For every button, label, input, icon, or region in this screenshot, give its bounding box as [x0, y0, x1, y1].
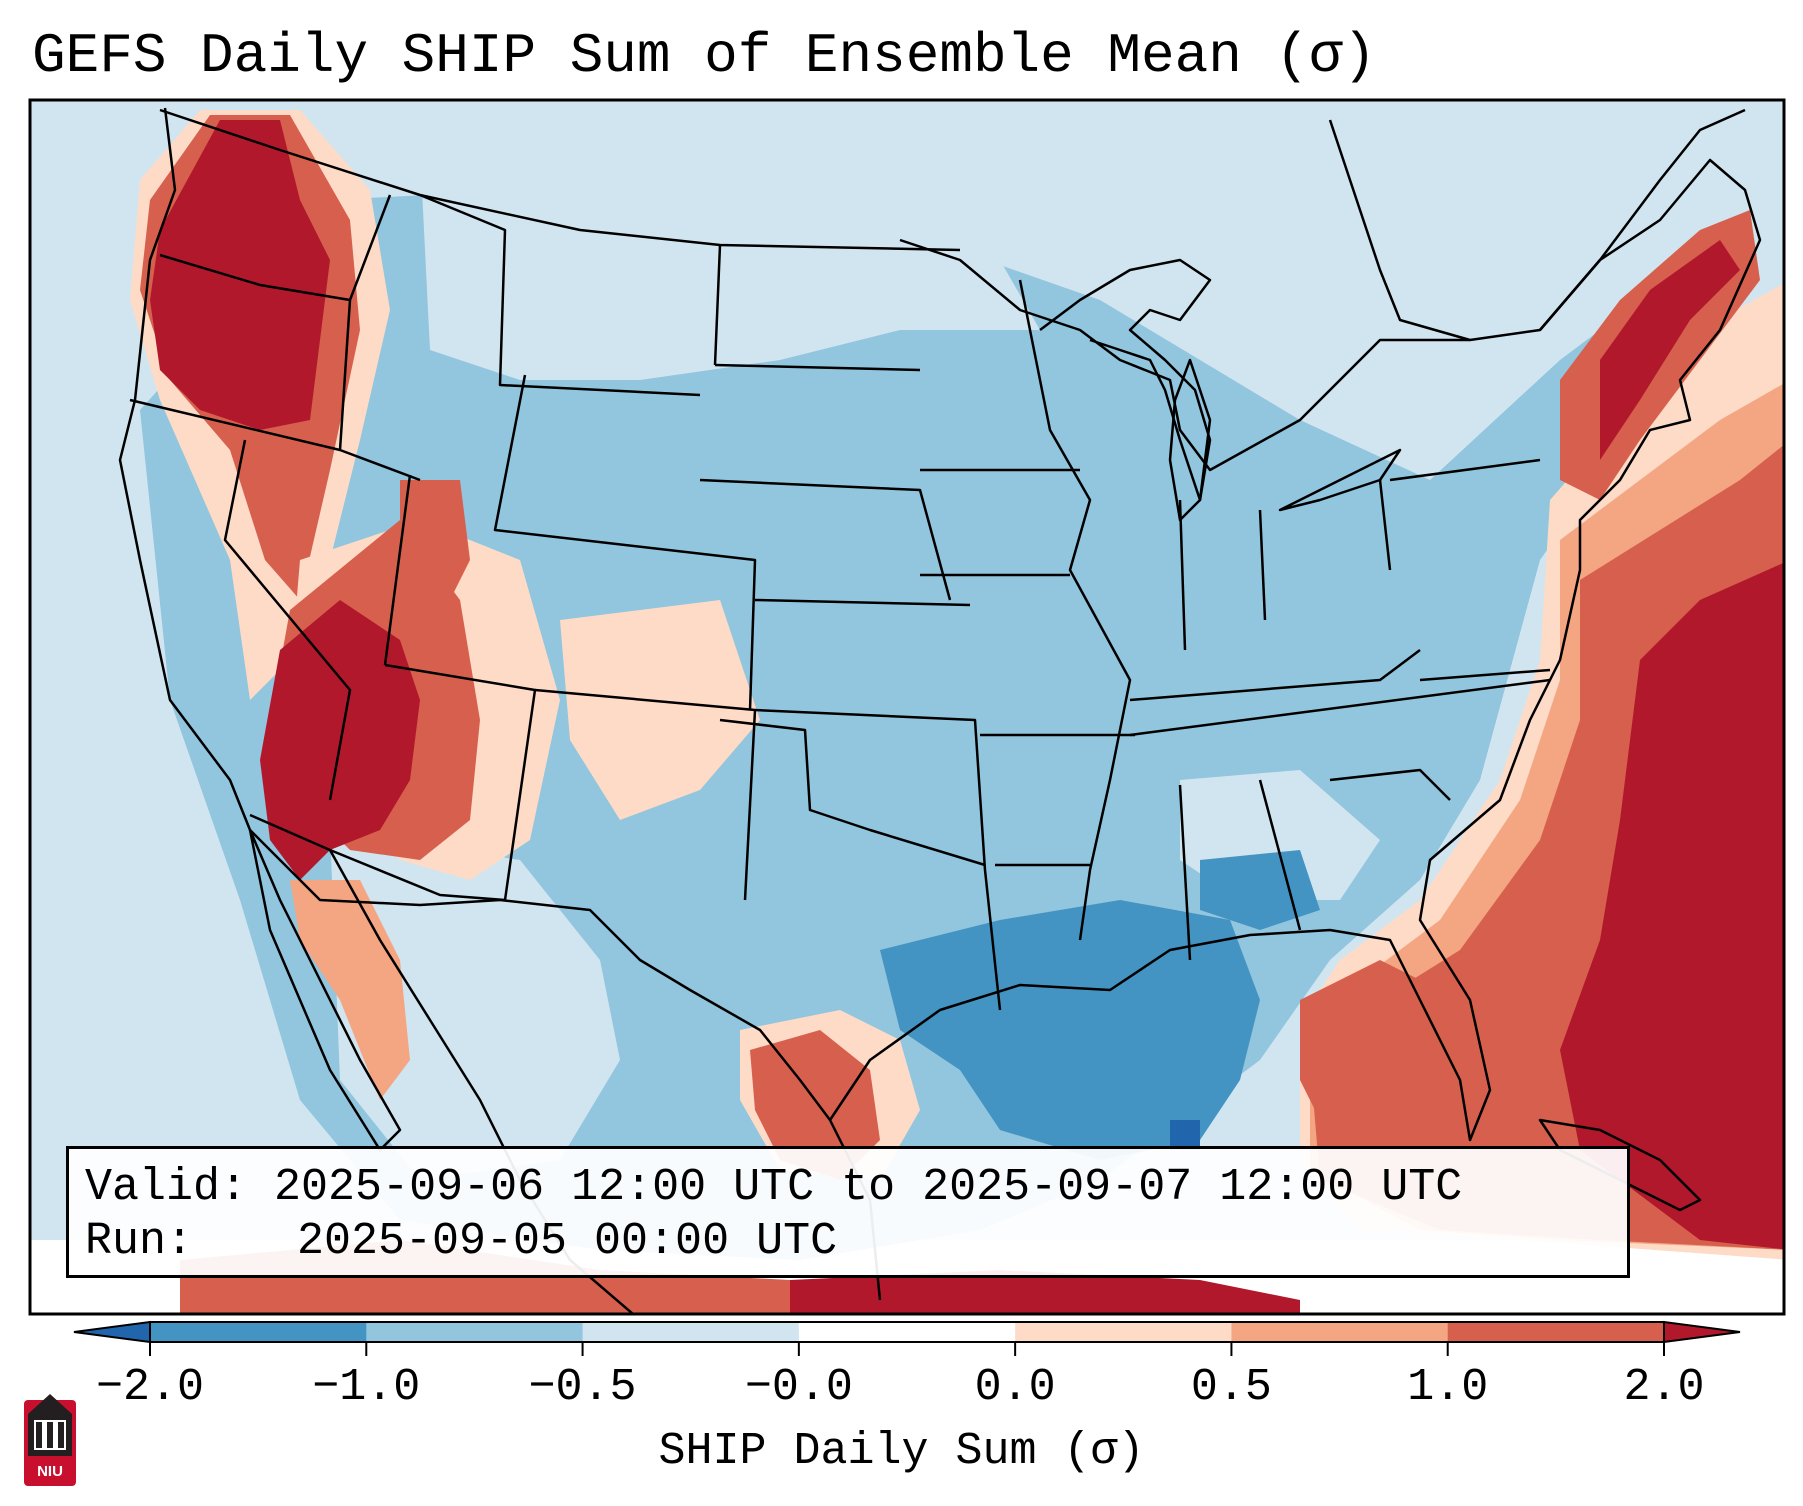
field-pnw-red	[150, 120, 330, 430]
border-ok-tx	[719, 718, 986, 867]
great-lakes	[1039, 258, 1212, 502]
colorbar-tick-label: −0.5	[528, 1362, 637, 1413]
field-northern-light	[420, 150, 1040, 380]
border-al-ga	[1258, 779, 1302, 931]
border-il-in	[1178, 499, 1187, 651]
valid-line: Valid: 2025-09-06 12:00 UTC to 2025-09-0…	[85, 1161, 1462, 1215]
colorbar-tick-label: −0.0	[744, 1362, 853, 1413]
valid-label: Valid:	[85, 1162, 248, 1213]
border-ms-al	[1178, 784, 1192, 961]
border-wy-co	[493, 374, 757, 711]
border-ks-ok	[754, 708, 987, 871]
border-or-ca	[129, 398, 341, 452]
st-lawrence	[1539, 108, 1746, 331]
border-nv-ca	[223, 439, 352, 801]
border-in-oh	[1258, 509, 1267, 621]
colorbar-bin	[582, 1322, 800, 1342]
field-gulf-min	[1170, 1120, 1200, 1150]
colorbar-over-extend	[1663, 1320, 1741, 1344]
colorbar-tick-label: −1.0	[312, 1362, 421, 1413]
colorbar-outline	[149, 1321, 1665, 1343]
colorbar-tick-label: −2.0	[95, 1362, 205, 1413]
border-nc-sc	[1329, 768, 1451, 801]
lake-erie	[1278, 448, 1402, 512]
border-mississippi	[1018, 279, 1132, 941]
border-pa-ny	[1389, 458, 1541, 482]
map-frame	[28, 98, 1786, 1316]
us-outline	[118, 107, 1762, 1142]
field-alabama-negative	[1200, 850, 1320, 930]
colorbar-bin	[1015, 1322, 1232, 1342]
border-mt-wy	[419, 193, 701, 397]
field-newengland-red	[1600, 240, 1740, 460]
run-label: Run:	[85, 1216, 194, 1267]
niu-logo-graphic	[24, 1394, 76, 1486]
border-oh-pa	[1378, 479, 1392, 571]
border-ky-tn	[1129, 649, 1421, 702]
field-atlantic-red	[1560, 562, 1784, 1250]
colorbar-tick-label: 0.5	[1190, 1362, 1272, 1413]
colorbar-bin	[150, 1322, 367, 1342]
colorbar-label: SHIP Daily Sum (σ)	[658, 1426, 1145, 1477]
border-tn	[1129, 678, 1551, 737]
field-caribbean-red	[790, 1270, 1300, 1314]
logo-text: NIU	[37, 1463, 63, 1480]
border-nd-sd	[714, 363, 921, 372]
border-va-nc	[1419, 668, 1551, 682]
border-nv-ut	[383, 474, 412, 666]
field-colorado-light	[560, 600, 760, 820]
colorbar-tick-label: 2.0	[1623, 1362, 1705, 1413]
canada-east	[1328, 119, 1471, 342]
field-florida-orange	[1300, 960, 1450, 1140]
map-title: GEFS Daily SHIP Sum of Ensemble Mean (σ)	[32, 24, 1377, 88]
border-az-mx	[249, 813, 506, 902]
field-gulf-negative	[880, 900, 1260, 1160]
border-sd-ne	[699, 478, 952, 601]
field-southwest-light	[330, 830, 620, 1180]
border-wa-or	[159, 253, 351, 302]
border-tx-la	[983, 869, 1002, 1011]
colorbar-tick-label: 0.0	[974, 1362, 1056, 1413]
border-mt-nd	[713, 244, 722, 366]
border-id-east	[338, 194, 421, 482]
baja	[248, 828, 402, 1152]
colorbar-bin	[1231, 1322, 1449, 1342]
field-stexas-orange	[750, 1030, 880, 1180]
niu-logo: NIU	[22, 1390, 78, 1486]
colorbar-bin	[1447, 1322, 1665, 1342]
border-ne-ks	[754, 598, 971, 607]
field-utah-orange	[400, 480, 470, 620]
run-value: 2025-09-05 00:00 UTC	[297, 1216, 838, 1267]
valid-value: 2025-09-06 12:00 UTC to 2025-09-07 12:00…	[274, 1162, 1463, 1213]
colorbar-bin	[366, 1322, 584, 1342]
colorbar-under-extend	[73, 1320, 151, 1344]
colorbar-tick-label: 1.0	[1407, 1362, 1489, 1413]
colorbar-bin	[798, 1322, 1016, 1342]
field-baja-light	[290, 880, 410, 1100]
lake-michigan	[1168, 358, 1212, 522]
canada-border	[159, 108, 961, 252]
info-box: Valid: 2025-09-06 12:00 UTC to 2025-09-0…	[66, 1146, 1630, 1278]
